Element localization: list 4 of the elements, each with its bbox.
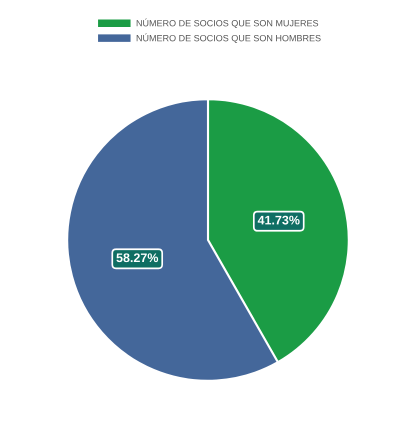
legend-label: NÚMERO DE SOCIOS QUE SON HOMBRES: [136, 33, 321, 43]
data-label: 58.27%: [116, 253, 158, 262]
data-label: 41.73%: [258, 216, 300, 225]
legend-label: NÚMERO DE SOCIOS QUE SON MUJERES: [136, 18, 318, 28]
